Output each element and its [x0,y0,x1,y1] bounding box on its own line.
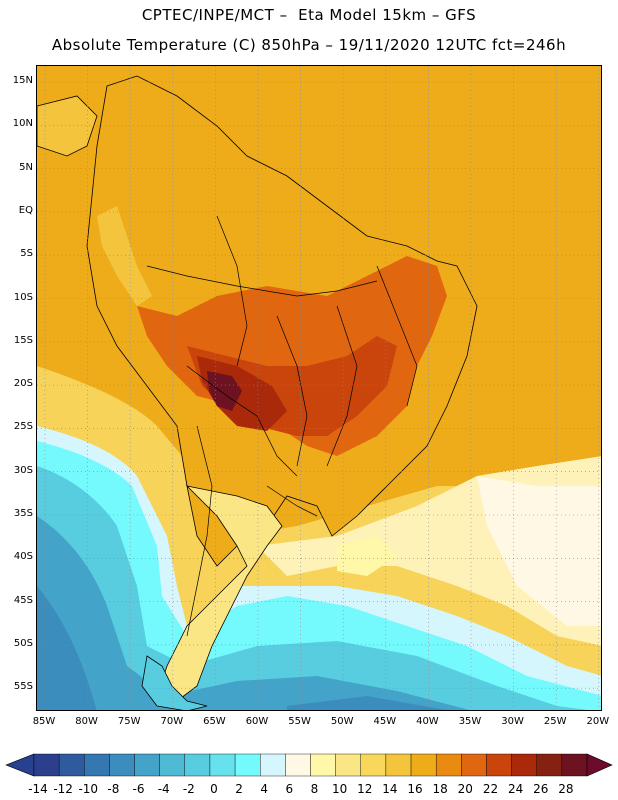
colorbar-tick-label: 16 [407,782,423,796]
colorbar-swatch [234,753,261,777]
lon-label: 70W [160,716,184,727]
colorbar-tick-label: 8 [310,782,319,796]
caribbean-land [37,95,98,157]
colorbar-tick-label: 24 [507,782,524,796]
colorbar-swatch [511,753,537,777]
lat-label: 40S [13,551,33,563]
colorbar-tick-label: 18 [432,782,448,796]
colorbar-tick-label: -6 [132,782,145,796]
colorbar-tick-label: 22 [482,782,499,796]
colorbar-swatch [435,753,462,777]
lon-label: 25W [543,716,567,727]
colorbar [5,753,613,777]
lat-label: 15N [12,75,33,86]
colorbar-swatch [184,753,211,777]
lon-label: 80W [75,716,98,727]
lat-label: 10S [13,291,33,303]
lon-label: 20W [586,716,610,727]
lat-label: 25S [13,421,33,433]
lon-label: 30W [501,716,524,727]
colorbar-tick-label: -2 [182,782,195,796]
chart-title: CPTEC/INPE/MCT – Eta Model 15km – GFS [141,6,477,24]
colorbar-tick-label: 2 [235,782,243,796]
colorbar-tick-label: 10 [331,782,348,796]
colorbar-left-arrow [5,753,35,777]
colorbar-swatch [385,753,412,777]
colorbar-swatch [561,753,588,777]
colorbar-right-arrow [586,753,613,777]
colorbar-tick-label: -8 [107,782,120,796]
colorbar-tick-label: -4 [157,782,170,796]
map-canvas [37,66,601,710]
country-borders [146,215,418,637]
land-peak-region [207,371,242,411]
colorbar-swatch [486,753,512,777]
lat-label: 35S [13,508,33,519]
colorbar-tick-label: 12 [357,782,373,796]
colorbar-tick-label: 6 [285,782,294,796]
colorbar-swatch [461,753,487,777]
colorbar-tick-label: -14 [28,782,48,796]
colorbar-swatch [285,753,311,777]
colorbar-tick-label: -10 [78,782,99,796]
land-hot-region [137,256,447,456]
lon-label: 65W [203,716,226,727]
ocean-cyan-field [37,441,601,710]
colorbar-tick-label: 26 [533,782,549,796]
colorbar-swatch [360,753,387,777]
colorbar-swatch [159,753,186,777]
colorbar-swatch [33,753,60,777]
lon-label: 55W [288,716,311,727]
lat-label: EQ [18,204,33,216]
ocean-light-patch [337,536,397,576]
lon-label: 40W [416,716,439,727]
chart-subtitle: Absolute Temperature (C) 850hPa – 19/11/… [51,36,567,54]
lat-label: 20S [13,378,33,390]
colorbar-swatch [536,753,563,777]
lon-label: 60W [245,716,269,727]
colorbar-swatch [260,753,286,777]
colorbar-tick-label: 20 [457,782,473,796]
colorbar-swatch [109,753,135,777]
lat-label: 5S [20,248,33,260]
colorbar-swatch [134,753,160,777]
lat-label: 5N [19,161,33,173]
colorbar-swatch [209,753,236,777]
lon-label: 85W [32,716,56,727]
colorbar-swatch [410,753,437,777]
lat-label: 55S [13,681,33,693]
colorbar-swatch [58,753,85,777]
lat-label: 50S [13,637,33,649]
colorbar-tick-label: 14 [382,782,398,796]
colorbar-swatch [335,753,361,777]
temperature-map [36,65,602,711]
lat-label: 15S [13,334,33,346]
colorbar-swatch [84,753,110,777]
lon-label: 75W [117,716,141,727]
southern-tip-land [141,655,208,710]
lat-label: 10N [12,118,33,130]
lon-label: 45W [373,716,397,727]
ocean-cream-field [477,476,601,626]
andes-north-band [97,206,152,306]
lat-label: 30S [13,464,33,476]
colorbar-tick-label: 4 [260,782,269,796]
lat-label: 45S [13,594,33,606]
colorbar-tick-label: 0 [210,782,218,796]
lon-label: 35W [458,716,482,727]
lon-label: 50W [330,716,354,727]
colorbar-tick-label: 28 [558,782,574,796]
colorbar-tick-label: -12 [53,782,73,796]
colorbar-swatch [310,753,336,777]
ocean-coldest-field [37,586,446,710]
